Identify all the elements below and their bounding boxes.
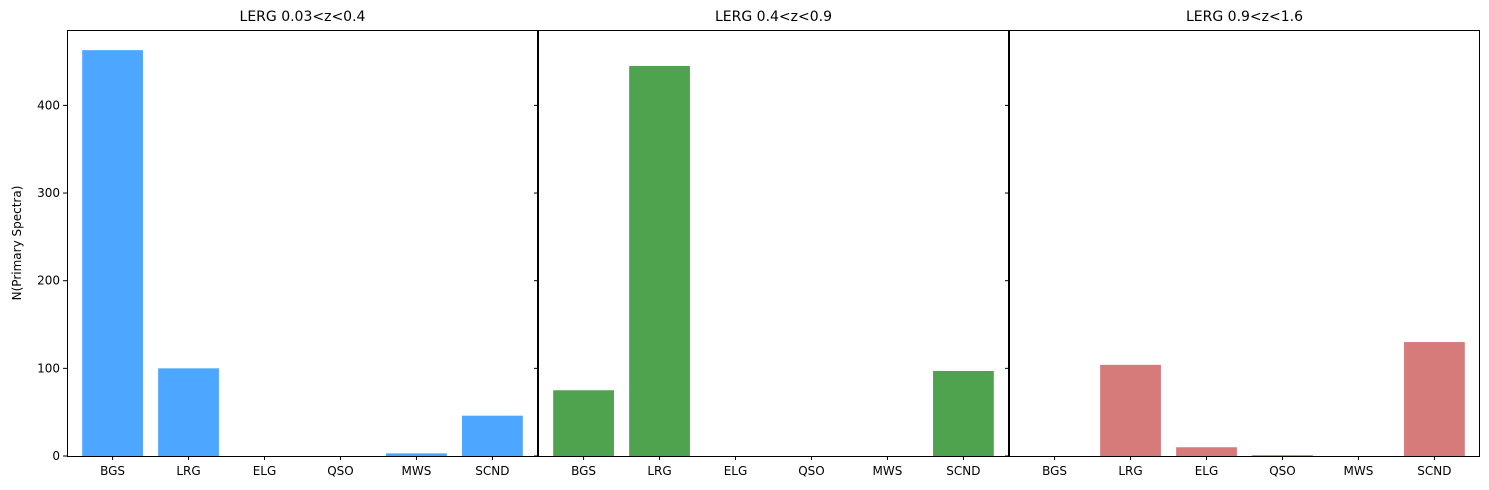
x-tick-label: ELG — [1195, 464, 1219, 478]
subplot-2: BGS LRG ELG QSO MWS SCND LERG 0.4<z<0.9 — [534, 9, 1009, 478]
y-tick-label: 400 — [37, 98, 60, 112]
bar-elg — [1176, 447, 1237, 456]
bar-scnd — [933, 370, 994, 456]
x-tick-label: SCND — [475, 464, 509, 478]
subplot-title: LERG 0.9<z<1.6 — [1186, 9, 1303, 25]
bar-scnd — [462, 415, 523, 456]
subplot-title: LERG 0.4<z<0.9 — [715, 9, 832, 25]
subplots: BGS LRG ELG QSO MWS SCND 0 100 200 300 400 LERG 0.0… — [37, 9, 1480, 478]
x-tick-label: LRG — [176, 464, 200, 478]
axes-frame — [67, 30, 538, 457]
x-tick-label: LRG — [1118, 464, 1142, 478]
subplot-title: LERG 0.03<z<0.4 — [240, 9, 366, 25]
x-tick-label: BGS — [571, 464, 596, 478]
x-tick-label: BGS — [1042, 464, 1067, 478]
y-tick-label: 100 — [37, 361, 60, 375]
axes-frame — [538, 30, 1009, 457]
y-tick-label: 0 — [52, 449, 60, 463]
x-tick-label: ELG — [724, 464, 748, 478]
subplot-1: BGS LRG ELG QSO MWS SCND 0 100 200 300 400 LERG 0.0… — [37, 9, 538, 478]
axes-frame — [1009, 30, 1480, 457]
bar-lrg — [158, 368, 219, 456]
x-tick-label: ELG — [253, 464, 277, 478]
subplot-3: BGS LRG ELG QSO MWS SCND LERG 0.9<z<1.6 — [1005, 9, 1480, 478]
x-tick-label: QSO — [798, 464, 825, 478]
y-tick-label: 200 — [37, 274, 60, 288]
x-tick-label: BGS — [100, 464, 125, 478]
bar-mws — [386, 453, 447, 456]
bar-lrg — [629, 65, 690, 456]
x-tick-label: SCND — [946, 464, 980, 478]
bar-lrg — [1100, 364, 1161, 456]
x-tick-label: MWS — [873, 464, 903, 478]
y-tick-label: 300 — [37, 186, 60, 200]
y-axis-label: N(Primary Spectra) — [10, 186, 24, 301]
bar-qso — [1252, 455, 1313, 456]
bar-scnd — [1404, 342, 1465, 456]
bar-bgs — [82, 50, 143, 456]
x-tick-label: SCND — [1417, 464, 1451, 478]
x-tick-label: QSO — [327, 464, 354, 478]
x-tick-label: QSO — [1269, 464, 1296, 478]
bar-bgs — [553, 390, 614, 456]
x-tick-label: MWS — [402, 464, 432, 478]
x-tick-label: LRG — [647, 464, 671, 478]
x-tick-label: MWS — [1344, 464, 1374, 478]
